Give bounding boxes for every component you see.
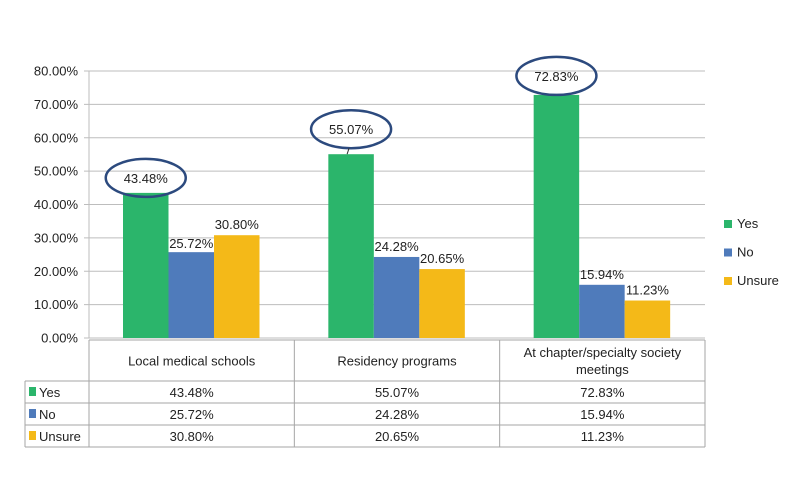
- data-label: 24.28%: [375, 239, 420, 254]
- y-tick-label: 20.00%: [34, 264, 79, 279]
- table-series-name: Yes: [39, 385, 61, 400]
- bar-unsure: [624, 300, 671, 338]
- table-cell: 24.28%: [375, 407, 420, 422]
- leader-line: [346, 148, 350, 155]
- category-label: meetings: [576, 362, 629, 377]
- table-legend-key: [29, 387, 36, 396]
- legend-label: Unsure: [737, 273, 779, 288]
- y-tick-label: 60.00%: [34, 130, 79, 145]
- y-tick-label: 10.00%: [34, 297, 79, 312]
- data-label: 20.65%: [420, 251, 465, 266]
- table-cell: 25.72%: [170, 407, 215, 422]
- table-cell: 30.80%: [170, 429, 215, 444]
- table-cell: 20.65%: [375, 429, 420, 444]
- table-legend-key: [29, 431, 36, 440]
- y-tick-label: 50.00%: [34, 164, 79, 179]
- table-series-name: Unsure: [39, 429, 81, 444]
- data-label: 55.07%: [329, 122, 374, 137]
- data-label: 30.80%: [215, 217, 260, 232]
- bar-unsure: [214, 235, 260, 338]
- legend-key-no: [724, 248, 732, 257]
- table-cell: 43.48%: [170, 385, 215, 400]
- bar-no: [168, 252, 214, 338]
- bar-unsure: [419, 269, 465, 338]
- category-label: Local medical schools: [128, 354, 256, 369]
- table-cell: 55.07%: [375, 385, 420, 400]
- highlight-circle: [309, 108, 393, 150]
- table-cell: 11.23%: [581, 429, 625, 444]
- highlight-circle: [104, 157, 187, 199]
- y-tick-label: 70.00%: [34, 97, 79, 112]
- table-series-name: No: [39, 407, 56, 422]
- y-tick-label: 30.00%: [34, 230, 79, 245]
- legend-key-yes: [724, 220, 732, 228]
- data-label: 43.48%: [124, 171, 169, 186]
- bar-yes: [328, 154, 374, 338]
- legend-key-unsure: [724, 277, 732, 285]
- table-legend-key: [29, 409, 36, 418]
- y-tick-label: 40.00%: [34, 197, 79, 212]
- highlight-circle: [515, 55, 598, 97]
- y-tick-label: 0.00%: [41, 331, 78, 346]
- category-label: Residency programs: [337, 354, 457, 369]
- legend-label: No: [737, 245, 754, 260]
- bar-yes: [123, 192, 169, 338]
- category-label: At chapter/specialty society: [524, 345, 682, 360]
- data-label: 11.23%: [626, 283, 670, 298]
- bar-yes: [533, 94, 580, 339]
- data-label: 25.72%: [169, 236, 214, 251]
- y-tick-label: 80.00%: [34, 64, 79, 79]
- table-cell: 15.94%: [580, 407, 625, 422]
- table-cell: 72.83%: [580, 385, 625, 400]
- bar-no: [579, 284, 625, 338]
- bar-no: [373, 256, 420, 338]
- legend-label: Yes: [737, 216, 759, 231]
- data-label: 72.83%: [534, 69, 579, 84]
- data-label: 15.94%: [580, 267, 625, 282]
